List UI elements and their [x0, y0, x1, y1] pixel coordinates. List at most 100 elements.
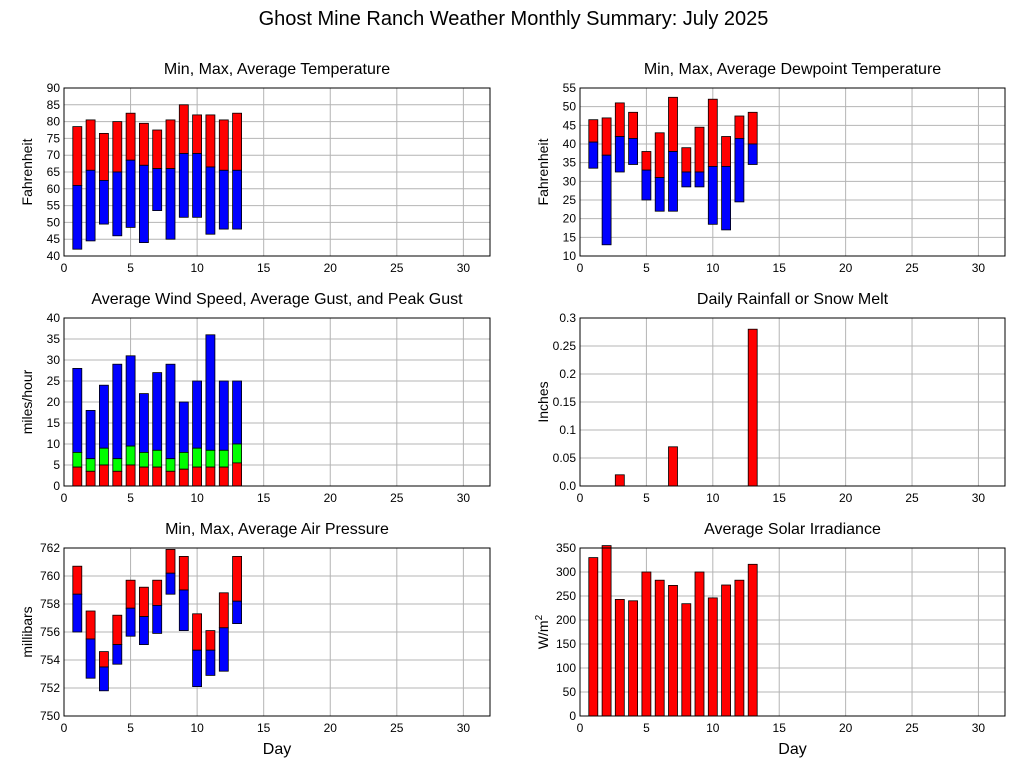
y-tick-label: 0.2	[559, 367, 576, 381]
x-tick-label: 25	[905, 721, 919, 735]
bar-value	[641, 571, 652, 717]
bar-avg-speed	[99, 464, 109, 487]
y-tick-label: 85	[47, 98, 61, 112]
bar-avg-to-max	[707, 98, 718, 167]
y-tick-label: 60	[47, 182, 61, 196]
bar-avg-to-max	[112, 121, 123, 173]
bar-avg-to-max	[99, 651, 109, 668]
bar-min-to-avg	[734, 137, 745, 203]
bar-avg-to-max	[85, 119, 96, 171]
bar-min-to-avg	[112, 171, 123, 237]
bar-value	[601, 545, 612, 717]
x-tick-label: 15	[773, 491, 787, 505]
bar-avg-to-max	[112, 614, 123, 646]
bar-avg-to-max	[668, 96, 678, 152]
y-tick-label: 0.15	[553, 395, 577, 409]
bar-avg-to-max	[628, 111, 638, 139]
x-tick-label: 5	[127, 491, 134, 505]
bar-avg-speed	[138, 466, 149, 487]
bar-avg-gust	[192, 447, 203, 468]
x-tick-label: 10	[190, 491, 204, 505]
bar-min-to-avg	[112, 644, 123, 665]
y-tick-label: 350	[556, 541, 576, 555]
y-tick-label: 762	[40, 541, 60, 555]
bar-avg-to-max	[125, 579, 136, 609]
bar-value	[614, 474, 625, 487]
x-tick-label: 20	[839, 721, 853, 735]
bar-avg-to-max	[85, 610, 96, 640]
bar-min-to-avg	[218, 627, 229, 672]
bar-value	[721, 584, 731, 717]
page-title: Ghost Mine Ranch Weather Monthly Summary…	[258, 8, 769, 30]
y-tick-label: 756	[40, 625, 60, 639]
bar-avg-gust	[165, 458, 176, 472]
bar-peak-gust	[85, 409, 96, 460]
bar-avg-speed	[218, 466, 229, 487]
bar-value	[734, 579, 745, 717]
bar-avg-gust	[205, 449, 216, 468]
bar-value	[747, 328, 758, 487]
y-tick-label: 0	[569, 709, 576, 723]
bar-avg-to-max	[218, 119, 229, 171]
y-tick-label: 752	[40, 681, 60, 695]
bar-min-to-avg	[138, 164, 149, 244]
y-tick-label: 25	[47, 374, 61, 388]
bar-peak-gust	[205, 334, 216, 451]
bar-min-to-avg	[628, 137, 638, 165]
y-tick-label: 75	[47, 131, 61, 145]
y-tick-label: 40	[47, 311, 61, 325]
x-tick-label: 30	[457, 261, 471, 275]
y-tick-label: 55	[563, 81, 577, 95]
bar-value	[654, 579, 665, 717]
plot-frame	[63, 317, 491, 487]
bar-min-to-avg	[72, 184, 83, 250]
chart-pressure: 750 752 754 756 758 760 762 0 5 10 15 20 25 30 Min, Ma…	[19, 521, 491, 758]
x-tick-label: 10	[190, 721, 204, 735]
bar-min-to-avg	[694, 171, 705, 188]
y-tick-label: 10	[563, 249, 577, 263]
chart-title: Min, Max, Average Temperature	[164, 61, 390, 78]
bar-min-to-avg	[232, 600, 243, 625]
chart-title: Average Wind Speed, Average Gust, and Pe…	[91, 291, 463, 308]
chart-temperature: 40 45 50 55 60 65 70 75 80 85 90 0 5 10 15 20 25 30 Min, M…	[19, 61, 491, 275]
bar-min-to-avg	[125, 159, 136, 228]
plot-frame	[63, 547, 491, 717]
x-tick-label: 20	[324, 491, 338, 505]
bar-avg-speed	[112, 470, 123, 487]
x-tick-label: 30	[972, 491, 986, 505]
bar-peak-gust	[152, 372, 163, 451]
bar-avg-to-max	[178, 104, 189, 154]
bar-avg-to-max	[72, 565, 83, 595]
bar-value	[588, 557, 599, 717]
bar-min-to-avg	[72, 593, 83, 633]
x-tick-label: 30	[457, 721, 471, 735]
bar-min-to-avg	[232, 169, 243, 230]
bar-avg-to-max	[734, 115, 745, 139]
y-tick-label: 50	[563, 685, 577, 699]
y-axis-label: Inches	[535, 381, 551, 422]
x-tick-label: 5	[643, 491, 650, 505]
bar-min-to-avg	[668, 151, 678, 212]
y-tick-label: 750	[40, 709, 60, 723]
bar-avg-gust	[138, 451, 149, 468]
x-tick-label: 0	[61, 491, 68, 505]
bar-avg-to-max	[72, 126, 83, 186]
bar-avg-gust	[72, 451, 83, 468]
y-tick-label: 20	[563, 212, 577, 226]
y-tick-label: 760	[40, 569, 60, 583]
bar-avg-to-max	[681, 147, 692, 173]
bar-min-to-avg	[152, 168, 163, 212]
bar-avg-to-max	[232, 556, 243, 602]
bar-avg-to-max	[694, 126, 705, 173]
bar-avg-gust	[112, 458, 123, 472]
plot-frame	[579, 547, 1006, 717]
x-tick-label: 10	[706, 721, 720, 735]
bar-avg-to-max	[654, 132, 665, 179]
bar-avg-gust	[152, 449, 163, 468]
bar-avg-to-max	[152, 129, 163, 169]
x-tick-label: 10	[706, 261, 720, 275]
x-tick-label: 5	[127, 261, 134, 275]
chart-title: Daily Rainfall or Snow Melt	[697, 291, 889, 308]
bar-avg-to-max	[192, 114, 203, 154]
x-tick-label: 30	[972, 721, 986, 735]
